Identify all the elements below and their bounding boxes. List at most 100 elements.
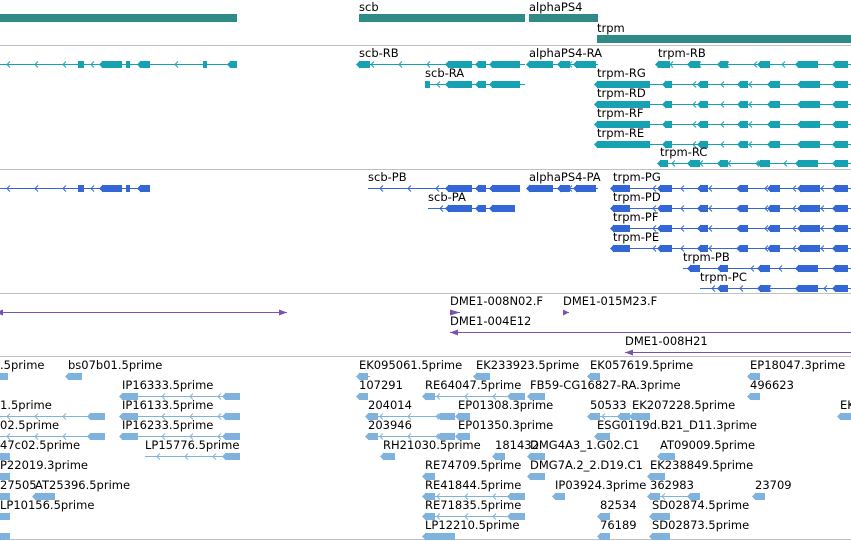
feature-lp10156-5prime[interactable]: LP10156.5prime [0,498,94,521]
feature-82534[interactable]: 82534 [597,498,637,521]
feature-trpm[interactable]: trpm [597,21,851,43]
feature-ep01308-3prime[interactable]: EP01308.3prime [455,398,553,421]
feature-ek095061-5prime[interactable]: EK095061.5prime [356,358,462,381]
exon-block [835,185,848,192]
feature-lp15776-5prime[interactable]: LP15776.5prime [145,438,240,461]
feature-re64047-5prime[interactable]: RE64047.5prime [422,378,525,401]
exon-arrowhead [662,120,666,129]
strand-chevron [407,413,412,420]
feature-unnamed[interactable] [0,184,150,193]
feature-re71835-5prime[interactable]: RE71835.5prime [422,498,525,521]
feature-dme1-008h21[interactable]: DME1-008H21 [625,334,851,356]
feature-362983[interactable]: 362983 [647,478,700,501]
exon-arrowhead [767,100,771,109]
strand-chevron [820,225,825,232]
feature-label: RE74709.5prime [425,458,521,472]
feature-27505[interactable]: 27505 [0,478,37,501]
feature-50533[interactable]: 50533 [587,398,630,421]
feature-alphaps4-pa[interactable]: alphaPS4-PA [526,170,601,193]
feature-dmg4a3-1-g02-c1[interactable]: DMG4A3_1.G02.C1 [527,438,639,461]
feature-ek008116-5prime[interactable]: EK008116.5prime [837,398,851,421]
exon-arrowhead [594,100,598,109]
feature-sd02873-5prime[interactable]: SD02873.5prime [649,518,749,541]
feature-label: 27505 [0,478,37,492]
feature-107291[interactable]: 107291 [356,378,403,401]
exon-arrowhead [649,532,653,541]
feature-scb-ra[interactable]: scb-RA [425,66,525,89]
feature-trpm-rc[interactable]: trpm-RC [657,145,851,168]
feature-trpm-pc[interactable]: trpm-PC [700,270,851,293]
feature-ek238849-5prime[interactable]: EK238849.5prime [647,458,753,481]
feature-23709[interactable]: 23709 [752,478,792,501]
feature-esg0119d-b21-d11-3prime[interactable]: ESG0119d.B21_D11.3prime [594,418,757,441]
feature-trpm-pd[interactable]: trpm-PD [610,190,851,213]
feature-trpm-rd[interactable]: trpm-RD [594,86,851,109]
exon-arrowhead [594,432,598,441]
feature-unnamed[interactable] [0,14,237,22]
feature-204014[interactable]: 204014 [365,398,455,421]
feature-scb-pa[interactable]: scb-PA [428,190,515,213]
exon-block [798,61,818,68]
feature-203946[interactable]: 203946 [365,418,455,441]
feature-scb-rb[interactable]: scb-RB [356,46,525,69]
strand-chevron [217,433,222,440]
feature-5prime[interactable]: .5prime [0,358,44,381]
feature-dme1-008n02-f[interactable]: DME1-008N02.F [450,294,543,316]
feature-trpm-pe[interactable]: trpm-PE [610,230,851,253]
feature-p22019-3prime[interactable]: P22019.3prime [0,458,88,481]
exon-block [448,205,472,212]
feature-ep01350-3prime[interactable]: EP01350.3prime [455,418,553,441]
feature-lp12210-5prime[interactable]: LP12210.5prime [422,518,519,541]
feature-label: 204014 [368,398,412,412]
feature-dme1-004e12[interactable]: DME1-004E12 [450,314,851,336]
feature-76189[interactable]: 76189 [597,518,637,541]
feature-trpm-rg[interactable]: trpm-RG [594,66,851,89]
exon-arrowhead [455,412,459,421]
feature-47c02-5prime[interactable]: 47c02.5prime [0,438,80,461]
feature-sd02874-5prime[interactable]: SD02874.5prime [649,498,749,521]
strand-chevron [792,225,797,232]
feature-unnamed[interactable] [0,309,287,316]
feature-alphaps4[interactable]: alphaPS4 [529,0,598,22]
feature-trpm-rf[interactable]: trpm-RF [594,106,851,129]
feature-dmg7a-2-2-d19-c1[interactable]: DMG7A.2_2.D19.C1 [527,458,643,481]
feature-trpm-pf[interactable]: trpm-PF [610,210,851,233]
feature-ip03924-3prime[interactable]: IP03924.3prime [552,478,646,501]
feature-label: DME1-008H21 [625,334,708,348]
exon-arrowhead [597,532,601,541]
feature-ip16333-5prime[interactable]: IP16333.5prime [119,378,240,401]
feature-ek057619-5prime[interactable]: EK057619.5prime [587,358,693,381]
feature-alphaps4-ra[interactable]: alphaPS4-RA [526,46,602,69]
strand-chevron [161,433,166,440]
feature-trpm-pb[interactable]: trpm-PB [683,250,851,273]
strand-chevron [720,121,725,128]
feature-re74709-5prime[interactable]: RE74709.5prime [422,458,521,481]
strand-chevron [820,205,825,212]
feature-scb-pb[interactable]: scb-PB [368,170,520,193]
feature-trpm-re[interactable]: trpm-RE [594,126,851,149]
feature-bs07b01-5prime[interactable]: bs07b01.5prime [65,358,162,381]
feature-at09009-5prime[interactable]: AT09009.5prime [657,438,755,461]
feature-fb59-cg16827-ra-3prime[interactable]: FB59-CG16827-RA.3prime [527,378,681,401]
exon-block [660,160,668,167]
feature-scb[interactable]: scb [359,0,525,22]
feature-1-5prime[interactable]: 1.5prime [0,398,105,421]
feature-496623[interactable]: 496623 [747,378,794,401]
feature-ip16133-5prime[interactable]: IP16133.5prime [119,398,240,421]
feature-dme1-015m23-f[interactable]: DME1-015M23.F [563,294,657,316]
feature-rh21030-5prime[interactable]: RH21030.5prime [380,438,481,461]
feature-at25396-5prime[interactable]: AT25396.5prime [32,478,130,501]
feature-ip16233-5prime[interactable]: IP16233.5prime [119,418,240,441]
feature-trpm-rb[interactable]: trpm-RB [655,46,851,69]
feature-181432[interactable]: 181432 [492,438,539,461]
feature-trpm-pg[interactable]: trpm-PG [610,170,851,193]
feature-02-5prime[interactable]: 02.5prime [0,418,105,441]
feature-ek233923-5prime[interactable]: EK233923.5prime [473,358,579,381]
feature-re41844-5prime[interactable]: RE41844.5prime [422,478,525,501]
feature-unnamed[interactable] [0,532,10,541]
exon-arrowhead [227,60,231,69]
feature-ek207228-5prime[interactable]: EK207228.5prime [629,398,735,421]
strand-chevron [492,393,497,400]
feature-unnamed[interactable] [0,60,237,69]
feature-ep18047-3prime[interactable]: EP18047.3prime [747,358,845,381]
